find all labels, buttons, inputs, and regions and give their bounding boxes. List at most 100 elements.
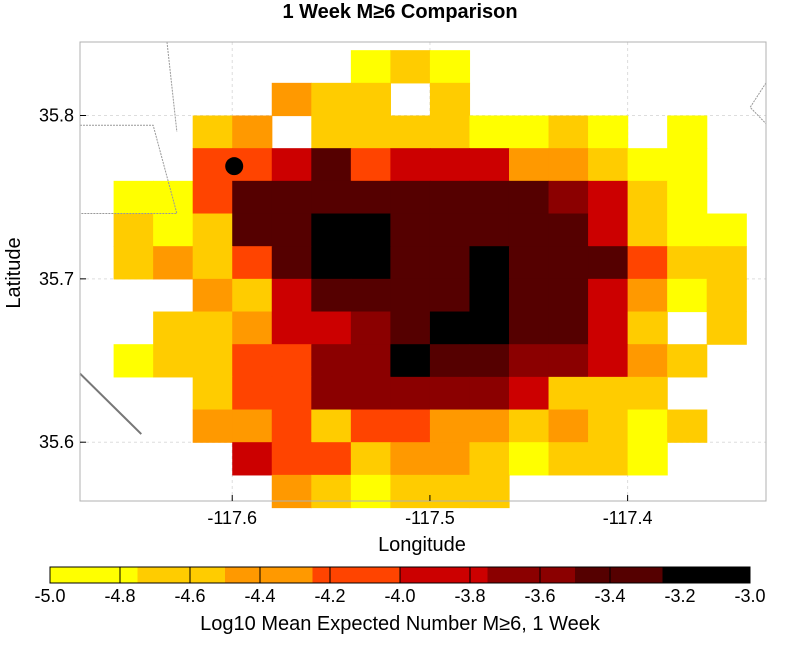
heatmap-cell	[232, 246, 273, 280]
heatmap-cell	[232, 213, 273, 247]
x-tick-label: -117.4	[603, 508, 653, 528]
heatmap-cell	[271, 148, 312, 182]
heatmap-cell	[627, 376, 668, 411]
colorbar-tick-label: -4.4	[244, 586, 275, 606]
heatmap-cell	[588, 115, 629, 149]
heatmap-cell	[469, 344, 510, 378]
heatmap-cell	[311, 442, 352, 476]
heatmap-cell	[706, 278, 747, 313]
heatmap-cell	[706, 246, 747, 280]
heatmap-cell	[350, 180, 391, 215]
heatmap-cell	[469, 278, 510, 313]
heatmap-cell	[350, 246, 391, 280]
heatmap-cell	[667, 213, 708, 247]
x-axis-title: Longitude	[378, 534, 466, 556]
heatmap-cell	[271, 376, 312, 411]
heatmap-cell	[548, 311, 589, 345]
heatmap-cell	[390, 278, 431, 313]
colorbar-bin	[487, 567, 576, 583]
heatmap-cell	[429, 180, 471, 215]
heatmap-cell	[390, 148, 431, 182]
y-axis-title: Latitude	[3, 237, 25, 308]
heatmap-cell	[429, 278, 471, 313]
heatmap-cell	[667, 115, 708, 149]
heatmap-cell	[192, 409, 233, 443]
heatmap-cell	[548, 409, 589, 443]
fault-line	[749, 82, 767, 125]
heatmap-cell	[548, 180, 589, 215]
heatmap-cell	[232, 180, 273, 215]
colorbar-bin	[312, 567, 401, 583]
colorbar-tick-label: -4.8	[104, 586, 135, 606]
heatmap-cell	[429, 442, 471, 476]
heatmap-cell	[311, 213, 352, 247]
colorbar-bin	[662, 567, 751, 583]
heatmap-cell	[469, 474, 510, 509]
heatmap-cell	[627, 344, 668, 378]
heatmap-cell	[548, 442, 589, 476]
heatmap-cell	[667, 278, 708, 313]
x-tick-label: -117.6	[207, 508, 257, 528]
heatmap-cell	[508, 278, 550, 313]
heatmap-cell	[429, 344, 471, 378]
heatmap-cell	[350, 115, 391, 149]
heatmap-cell	[350, 278, 391, 313]
fault-line	[80, 124, 178, 215]
heatmap-cell	[311, 148, 352, 182]
heatmap-cell	[113, 180, 154, 215]
heatmap-cell	[706, 213, 747, 247]
y-tick-label: 35.7	[39, 269, 74, 289]
heatmap-cell	[271, 409, 312, 443]
heatmap-cell	[271, 311, 312, 345]
heatmap-cell	[350, 442, 391, 476]
heatmap-cell	[588, 344, 629, 378]
heatmap-cell	[390, 409, 431, 443]
heatmap-cell	[469, 409, 510, 443]
heatmap-cell	[390, 344, 431, 378]
heatmap-cell	[192, 213, 233, 247]
heatmap-cell	[548, 115, 589, 149]
heatmap-cell	[350, 376, 391, 411]
heatmap-cell	[429, 311, 471, 345]
heatmap-cell	[390, 376, 431, 411]
heatmap-cell	[350, 344, 391, 378]
heatmap-cell	[548, 213, 589, 247]
heatmap-cell	[311, 409, 352, 443]
heatmap-cell	[429, 213, 471, 247]
heatmap-cell	[271, 442, 312, 476]
heatmap-cell	[588, 148, 629, 182]
heatmap-cell	[667, 180, 708, 215]
heatmap-cell	[627, 246, 668, 280]
heatmap-cell	[588, 278, 629, 313]
heatmap-cell	[429, 148, 471, 182]
heatmap-cell	[311, 278, 352, 313]
colorbar-bin	[137, 567, 226, 583]
heatmap-cell	[548, 148, 589, 182]
heatmap-cell	[627, 442, 668, 476]
y-tick-label: 35.8	[39, 106, 74, 126]
heatmap-cell	[508, 344, 550, 378]
plot-area	[79, 41, 767, 509]
heatmap-cell	[113, 246, 154, 280]
heatmap-cell	[548, 344, 589, 378]
heatmap-cell	[627, 213, 668, 247]
colorbar-tick-label: -3.6	[524, 586, 555, 606]
heatmap-cell	[588, 442, 629, 476]
heatmap-cell	[311, 344, 352, 378]
heatmap-cell	[113, 344, 154, 378]
heatmap-cell	[311, 180, 352, 215]
heatmap-cell	[429, 409, 471, 443]
fault-line	[166, 41, 178, 132]
heatmap-cell	[469, 376, 510, 411]
heatmap-cell	[508, 246, 550, 280]
heatmap-cell	[350, 148, 391, 182]
fault-lines	[79, 41, 767, 435]
heatmap-cell	[548, 278, 589, 313]
colorbar-bin	[575, 567, 663, 583]
heatmap-cell	[508, 148, 550, 182]
heatmap-cell	[667, 409, 708, 443]
colorbar-tick-label: -4.2	[314, 586, 345, 606]
heatmap-cell	[627, 311, 668, 345]
heatmap-cell	[232, 376, 273, 411]
